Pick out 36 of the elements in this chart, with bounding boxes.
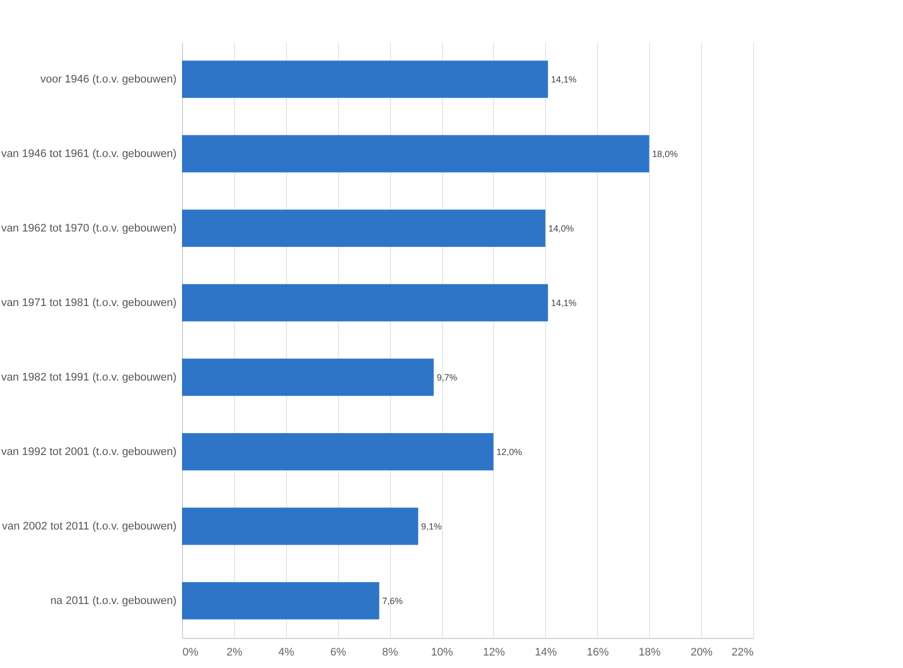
y-tick-label: voor 1946 (t.o.v. gebouwen) <box>40 73 176 86</box>
y-tick-label: van 1982 tot 1991 (t.o.v. gebouwen) <box>1 371 176 384</box>
x-tick-label: 20% <box>690 646 713 658</box>
bar <box>182 135 650 172</box>
x-tick-label: 2% <box>226 646 243 658</box>
x-tick-label: 14% <box>534 646 558 658</box>
y-tick-label: na 2011 (t.o.v. gebouwen) <box>50 594 176 607</box>
data-label: 12,0% <box>496 446 522 457</box>
y-tick-label: van 1946 tot 1961 (t.o.v. gebouwen) <box>1 148 176 160</box>
x-tick-label: 8% <box>382 646 398 658</box>
bar <box>182 433 494 470</box>
data-label: 7,6% <box>382 596 403 606</box>
data-label: 18,0% <box>652 148 678 159</box>
x-tick-label: 12% <box>482 646 506 658</box>
x-tick-label: 16% <box>586 646 609 658</box>
bar <box>182 358 434 396</box>
x-tick-label: 0% <box>182 646 199 658</box>
x-tick-label: 22% <box>731 646 754 658</box>
y-tick-label: van 1992 tot 2001 (t.o.v. gebouwen) <box>1 446 176 458</box>
bar <box>182 508 418 545</box>
x-tick-label: 4% <box>278 646 294 658</box>
data-label: 14,1% <box>550 74 576 84</box>
y-tick-label: van 1962 tot 1970 (t.o.v. gebouwen) <box>1 222 176 234</box>
y-tick-label: van 2002 tot 2011 (t.o.v. gebouwen) <box>2 520 176 532</box>
bar <box>182 60 548 98</box>
data-label: 9,7% <box>436 372 458 382</box>
bar <box>182 284 548 322</box>
data-label: 9,1% <box>421 521 442 532</box>
bar <box>182 582 380 620</box>
x-tick-label: 18% <box>638 646 661 658</box>
x-tick-label: 6% <box>330 646 346 658</box>
data-label: 14,0% <box>548 223 574 234</box>
y-tick-label: van 1971 tot 1981 (t.o.v. gebouwen) <box>1 296 176 309</box>
data-label: 14,1% <box>550 298 576 308</box>
x-tick-label: 10% <box>431 646 454 658</box>
bar <box>182 210 546 247</box>
